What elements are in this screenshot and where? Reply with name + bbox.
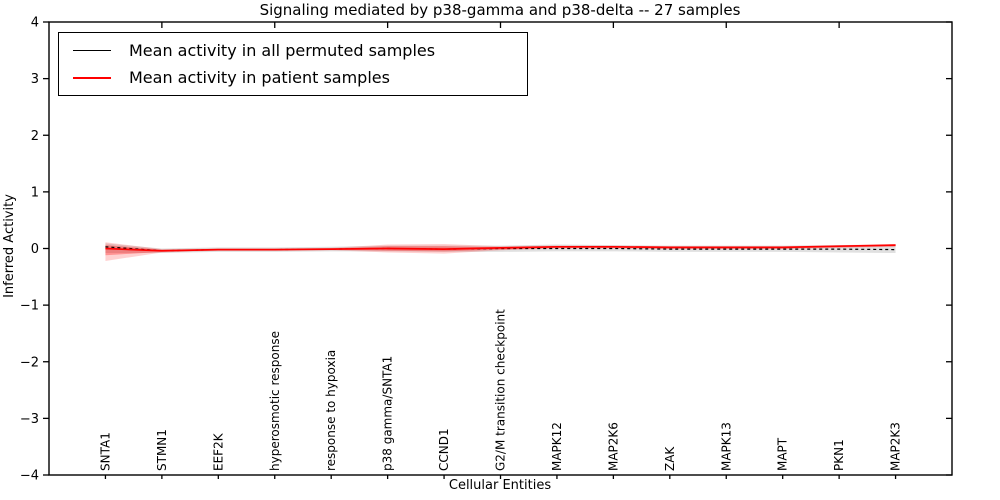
x-tick-label: SNTA1	[98, 432, 112, 471]
x-tick-label: hyperosmotic response	[268, 331, 282, 471]
x-tick-label: PKN1	[832, 439, 846, 471]
y-tick-label: −4	[20, 469, 39, 484]
x-tick-label: G2/M transition checkpoint	[494, 309, 508, 471]
y-tick-label: 0	[31, 242, 39, 257]
y-axis-label: Inferred Activity	[2, 194, 17, 298]
y-tick-label: 4	[31, 16, 39, 31]
x-tick-label: MAPT	[776, 437, 790, 471]
legend-label-patient: Mean activity in patient samples	[129, 68, 390, 87]
legend-label-permuted: Mean activity in all permuted samples	[129, 41, 436, 60]
x-tick-label: CCND1	[437, 428, 451, 471]
series-line-1	[105, 244, 896, 252]
legend-line-red-icon	[73, 76, 111, 79]
x-tick-label: MAPK13	[719, 422, 733, 471]
x-tick-label: EEF2K	[211, 432, 225, 471]
y-tick-label: −2	[20, 355, 39, 370]
y-tick-label: 3	[31, 72, 39, 87]
y-tick-label: −1	[20, 299, 39, 314]
legend-item-permuted: Mean activity in all permuted samples	[73, 41, 527, 60]
x-axis-label: Cellular Entities	[448, 478, 552, 493]
y-tick-label: −3	[20, 412, 39, 427]
x-tick-label: response to hypoxia	[324, 350, 338, 471]
legend: Mean activity in all permuted samples Me…	[58, 32, 528, 96]
x-tick-label: MAP2K3	[889, 422, 903, 471]
x-tick-label: STMN1	[155, 429, 169, 471]
legend-item-patient: Mean activity in patient samples	[73, 68, 527, 87]
x-tick-label: MAPK12	[550, 422, 564, 471]
y-tick-label: 1	[31, 185, 39, 200]
y-tick-label: 2	[31, 129, 39, 144]
x-tick-label: ZAK	[663, 446, 677, 471]
x-tick-label: MAP2K6	[606, 422, 620, 471]
x-tick-label: p38 gamma/SNTA1	[381, 356, 395, 471]
chart-title: Signaling mediated by p38-gamma and p38-…	[259, 1, 741, 19]
legend-line-black-icon	[73, 50, 111, 51]
